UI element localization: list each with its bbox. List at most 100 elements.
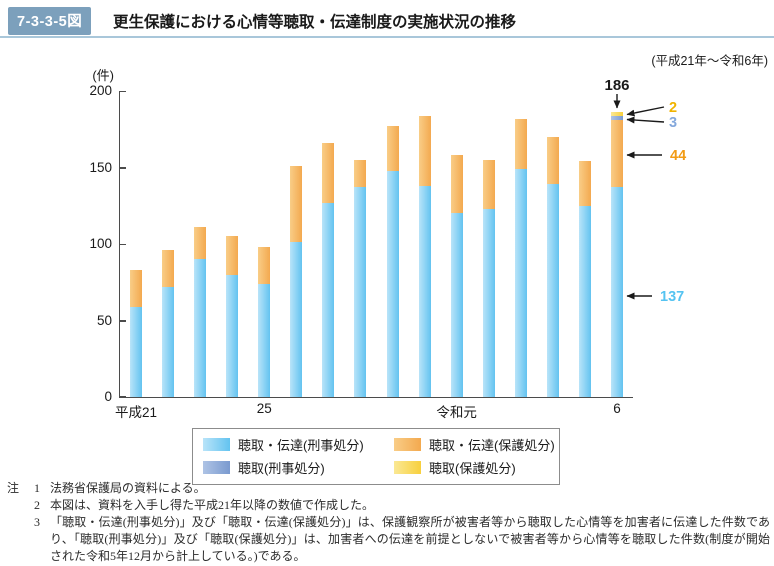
bar-slot <box>184 91 216 397</box>
bar-slot <box>377 91 409 397</box>
annotation-hearing-criminal-value: 3 <box>669 115 677 131</box>
stacked-bar-10 <box>418 115 431 397</box>
stacked-bar-9 <box>386 126 399 397</box>
bar-slot <box>537 91 569 397</box>
bar-segment-convey-protection <box>130 270 143 307</box>
bar-segment-convey-criminal <box>514 169 527 397</box>
bar-slot <box>601 91 633 397</box>
note-number: 2 <box>34 498 40 513</box>
bar-segment-convey-criminal <box>610 187 623 397</box>
legend-label: 聴取・伝達(保護処分) <box>429 438 555 453</box>
period-label: (平成21年〜令和6年) <box>651 54 768 68</box>
bar-slot <box>569 91 601 397</box>
notes-section: 注 1 法務省保護局の資料による。 2 本図は、資料を入手し得た平成21年以降の数値で作… <box>7 480 770 565</box>
note-row: 3 「聴取・伝達(刑事処分)」及び「聴取・伝達(保護処分)」は、保護観察所が被害者… <box>7 514 770 565</box>
bar-segment-convey-criminal <box>482 208 495 397</box>
bar-slot <box>409 91 441 397</box>
bars-container <box>120 91 633 397</box>
bar-segment-convey-criminal <box>290 242 303 397</box>
note-number: 3 <box>34 515 40 530</box>
bar-segment-convey-protection <box>514 118 527 170</box>
legend-item-convey-criminal: 聴取・伝達(刑事処分) <box>203 435 394 454</box>
bar-segment-convey-protection <box>258 247 271 284</box>
bar-segment-convey-protection <box>290 165 303 243</box>
y-tick-mark <box>120 167 126 169</box>
figure-number-badge: 7-3-3-5図 <box>8 7 92 35</box>
bar-segment-convey-criminal <box>322 202 335 397</box>
y-tick-label: 100 <box>89 236 112 251</box>
y-tick-label: 200 <box>89 83 112 98</box>
bar-segment-convey-protection <box>354 159 367 188</box>
bar-slot <box>120 91 152 397</box>
bar-segment-convey-protection <box>194 227 207 260</box>
bar-segment-hearing-protection <box>610 112 623 116</box>
bar-segment-convey-protection <box>386 126 399 171</box>
bar-segment-convey-criminal <box>258 283 271 397</box>
bar-segment-convey-protection <box>610 120 623 188</box>
bar-segment-convey-criminal <box>418 185 431 397</box>
y-tick-mark <box>120 243 126 245</box>
bar-segment-convey-criminal <box>450 213 463 397</box>
y-tick-mark <box>120 320 126 322</box>
stacked-bar-14 <box>546 136 559 397</box>
bar-slot <box>312 91 344 397</box>
note-number: 1 <box>34 481 40 495</box>
bar-segment-convey-criminal <box>578 205 591 397</box>
legend-label: 聴取(保護処分) <box>429 461 516 476</box>
note-marker <box>7 514 34 565</box>
bar-segment-convey-protection <box>162 250 175 287</box>
bar-segment-hearing-criminal <box>610 115 623 121</box>
stacked-bar-4 <box>226 236 239 397</box>
stacked-bar-16 <box>610 112 623 397</box>
legend-swatch-convey-protection <box>394 438 421 451</box>
stacked-bar-11 <box>450 155 463 397</box>
chart-legend: 聴取・伝達(刑事処分) 聴取・伝達(保護処分) 聴取(刑事処分) 聴取(保護処分) <box>192 428 560 485</box>
bar-segment-convey-criminal <box>386 170 399 397</box>
y-tick-label: 50 <box>96 312 112 328</box>
stacked-bar-5 <box>258 247 271 397</box>
stacked-bar-13 <box>514 118 527 397</box>
legend-swatch-hearing-criminal <box>203 461 230 474</box>
bar-slot <box>441 91 473 397</box>
y-axis-unit-label: (件) <box>92 68 114 83</box>
bar-slot <box>280 91 312 397</box>
bar-slot <box>505 91 537 397</box>
legend-label: 聴取(刑事処分) <box>238 461 325 476</box>
stacked-bar-3 <box>194 227 207 397</box>
bar-chart-plot-area: (件) 0 50 100 150 200 平成21 25 令和元 6 186 2 3 44 1… <box>89 68 686 420</box>
bar-segment-convey-protection <box>482 159 495 209</box>
bar-segment-convey-criminal <box>162 286 175 397</box>
y-axis-labels: 0 50 100 150 200 <box>60 84 112 404</box>
stacked-bar-1 <box>130 270 143 397</box>
note-text: 法務省保護局の資料による。 <box>50 481 206 495</box>
figure-title: 更生保護における心情等聴取・伝達制度の実施状況の推移 <box>113 14 517 31</box>
bar-segment-convey-protection <box>226 236 239 275</box>
bar-segment-convey-criminal <box>130 306 143 397</box>
legend-item-convey-protection: 聴取・伝達(保護処分) <box>394 435 555 454</box>
bar-segment-convey-criminal <box>226 274 239 397</box>
note-row: 2 本図は、資料を入手し得た平成21年以降の数値で作成した。 <box>7 497 770 514</box>
bar-slot <box>216 91 248 397</box>
y-tick-label: 0 <box>104 389 112 404</box>
stacked-bar-6 <box>290 165 303 397</box>
stacked-bar-7 <box>322 143 335 397</box>
stacked-bar-12 <box>482 159 495 397</box>
bar-slot <box>473 91 505 397</box>
annotation-hearing-protection-value: 2 <box>669 100 677 116</box>
bar-segment-convey-protection <box>578 161 591 206</box>
x-tick-label: 平成21 <box>115 405 158 420</box>
note-row: 注 1 法務省保護局の資料による。 <box>7 480 770 497</box>
x-tick-label: 6 <box>613 401 621 416</box>
annotation-convey-protection-value: 44 <box>670 148 686 164</box>
y-tick-label: 150 <box>89 159 112 175</box>
note-marker <box>7 497 34 514</box>
legend-item-hearing-criminal: 聴取(刑事処分) <box>203 458 394 477</box>
stacked-bar-15 <box>578 161 591 397</box>
bar-segment-convey-protection <box>450 155 463 214</box>
bar-slot <box>344 91 376 397</box>
bar-slot <box>248 91 280 397</box>
x-axis-labels: 平成21 25 令和元 6 <box>115 401 633 421</box>
legend-item-hearing-protection: 聴取(保護処分) <box>394 458 555 477</box>
bar-segment-convey-protection <box>322 143 335 203</box>
